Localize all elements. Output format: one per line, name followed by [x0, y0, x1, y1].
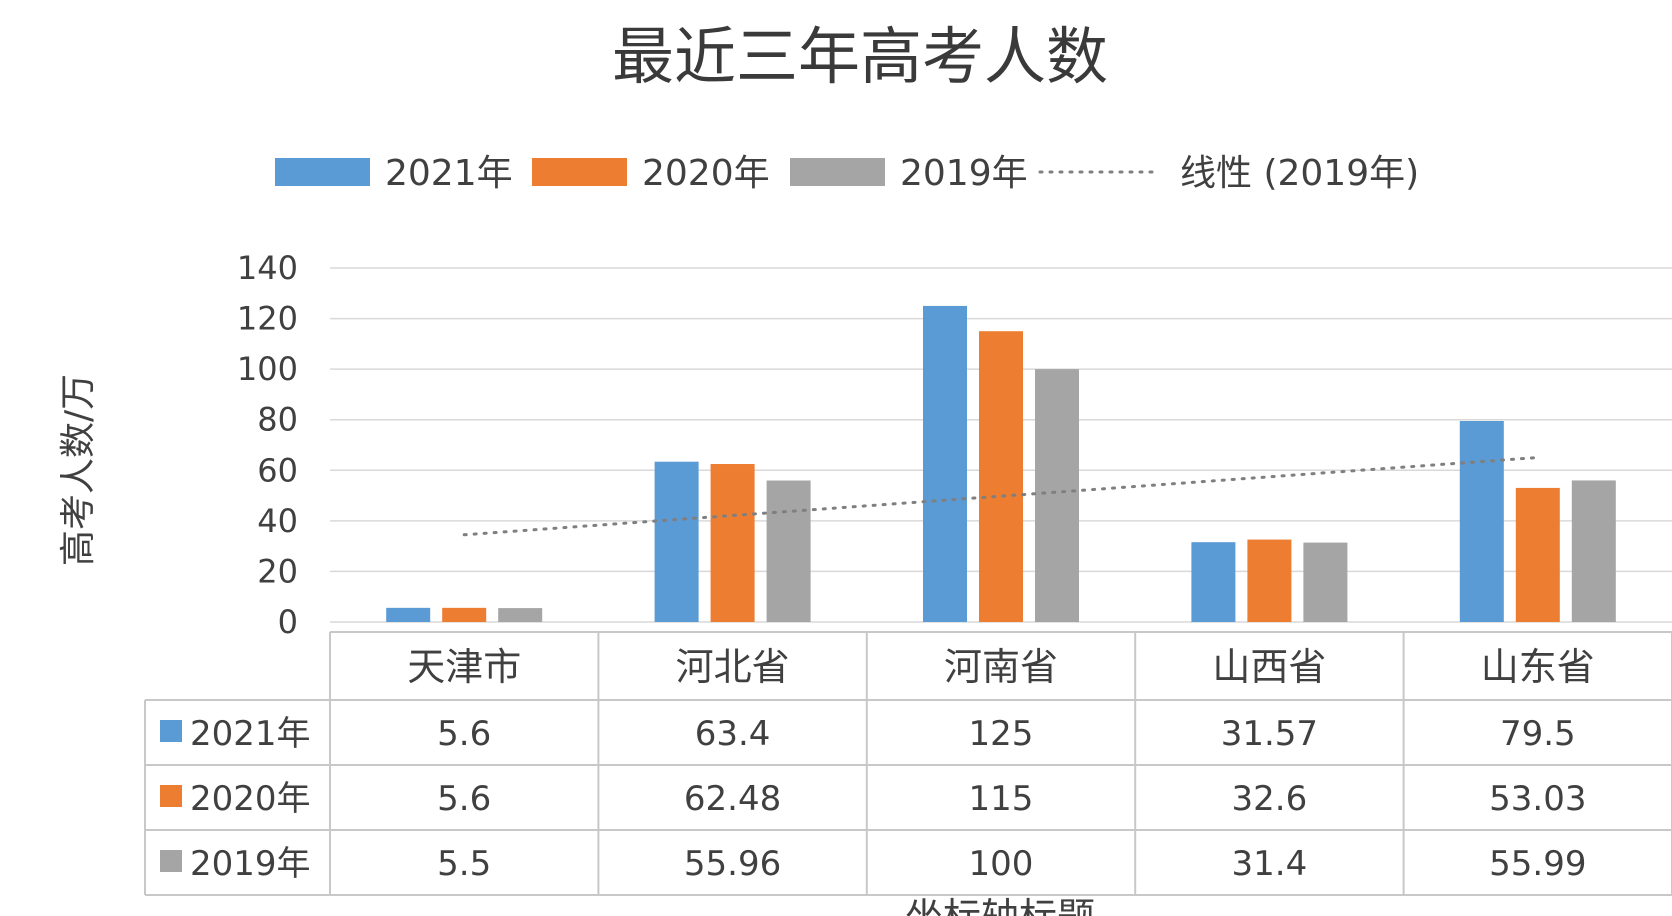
- bars: [386, 305, 1616, 622]
- table-cell-value: 115: [969, 779, 1034, 819]
- table-cell-value: 32.6: [1232, 779, 1308, 819]
- trendline-line: [462, 456, 1540, 537]
- x-category-label: 山东省: [1481, 645, 1595, 689]
- table-cell-value: 55.96: [684, 844, 781, 884]
- bar: [979, 331, 1023, 622]
- bar: [654, 461, 699, 622]
- y-tick-label: 120: [237, 300, 298, 338]
- y-tick-label: 20: [257, 552, 298, 590]
- y-tick-label: 80: [257, 401, 298, 439]
- chart-title: 最近三年高考人数: [612, 20, 1108, 93]
- x-axis-label: 坐标轴标题: [905, 895, 1095, 916]
- table-legend-swatch: [160, 785, 182, 807]
- bar: [498, 608, 543, 622]
- table-legend-swatch: [160, 720, 182, 742]
- bar: [1459, 420, 1504, 622]
- y-tick-label: 140: [237, 249, 298, 287]
- bar: [386, 607, 431, 622]
- table-cell-value: 125: [969, 714, 1034, 754]
- table-cell-value: 63.4: [695, 714, 771, 754]
- legend-label: 2021年: [385, 153, 513, 194]
- table-row-label: 2019年: [190, 844, 311, 884]
- trendline: [462, 456, 1540, 537]
- data-table: 天津市 河北省 河南省 山西省 山东省 2021年 5.6 63.4 125 31.57 79.5 2…: [144, 631, 1672, 896]
- bar: [710, 464, 755, 622]
- legend-label: 线性 (2019年): [1180, 153, 1419, 194]
- legend-label: 2020年: [642, 153, 770, 194]
- y-axis-label: 高考人数/万: [58, 374, 99, 566]
- bar: [1303, 542, 1348, 622]
- x-category-label: 河南省: [944, 645, 1058, 689]
- table-cell-value: 55.99: [1489, 844, 1586, 884]
- y-tick-label: 100: [237, 350, 298, 388]
- table-cell-value: 31.57: [1221, 714, 1318, 754]
- table-cell-value: 5.6: [437, 714, 491, 754]
- bar: [1515, 487, 1560, 622]
- legend-label: 2019年: [900, 153, 1028, 194]
- table-cell-value: 62.48: [684, 779, 781, 819]
- bar: [442, 607, 487, 622]
- y-axis-ticks: 0 20 40 60 80 100 120 140: [237, 249, 298, 641]
- bar: [1571, 480, 1616, 622]
- table-row-label: 2020年: [190, 779, 311, 819]
- bar: [766, 480, 811, 622]
- legend: 2021年 2020年 2019年 线性 (2019年): [275, 153, 1419, 194]
- table-cell-value: 53.03: [1489, 779, 1586, 819]
- table-cell-value: 100: [969, 844, 1034, 884]
- x-category-label: 河北省: [676, 645, 790, 689]
- y-tick-label: 0: [278, 603, 298, 641]
- table-row-label: 2021年: [190, 714, 311, 754]
- bar: [1247, 539, 1292, 622]
- y-tick-label: 60: [257, 451, 298, 489]
- table-cell-value: 5.6: [437, 779, 491, 819]
- legend-swatch: [790, 158, 885, 186]
- legend-swatch: [532, 158, 627, 186]
- legend-swatch: [275, 158, 370, 186]
- y-tick-label: 40: [257, 502, 298, 540]
- table-legend-swatch: [160, 850, 182, 872]
- table-cell-value: 79.5: [1500, 714, 1576, 754]
- x-category-label: 天津市: [407, 645, 521, 689]
- bar: [923, 305, 967, 622]
- table-cell-value: 31.4: [1232, 844, 1308, 884]
- table-cell-value: 5.5: [437, 844, 491, 884]
- bar: [1191, 542, 1236, 622]
- x-category-label: 山西省: [1212, 645, 1326, 689]
- bar: [1035, 369, 1079, 622]
